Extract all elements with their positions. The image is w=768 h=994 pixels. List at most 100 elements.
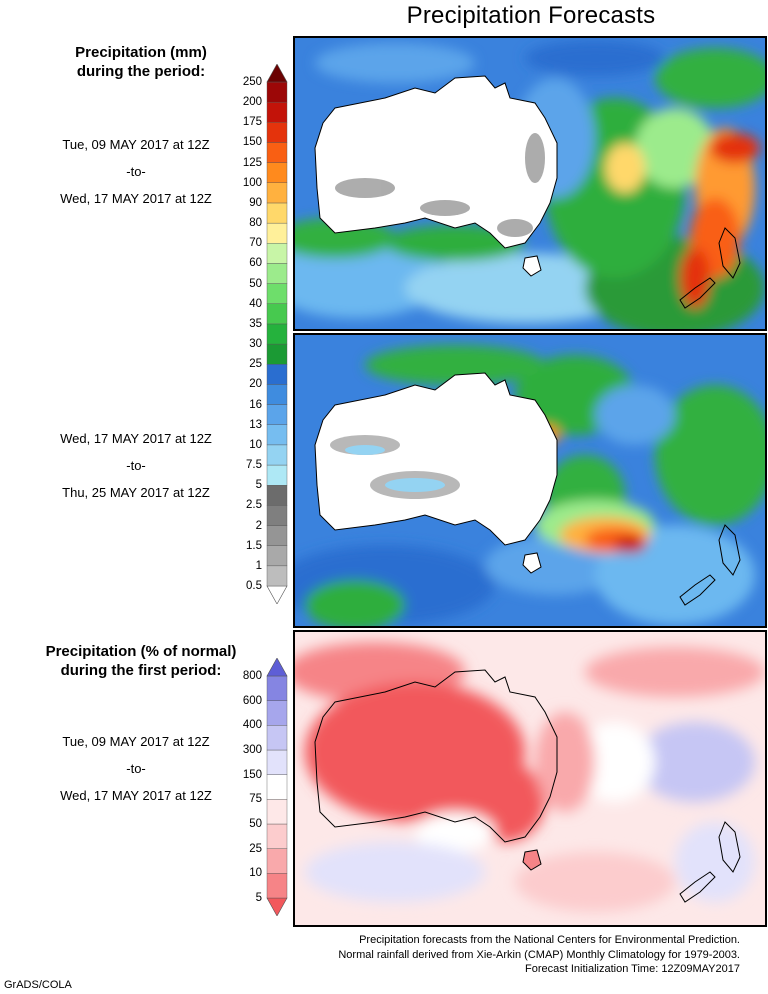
pct-scale-tick-label: 10 (249, 867, 262, 880)
page-title: Precipitation Forecasts (406, 2, 656, 29)
precip-scale-tick-label: 90 (249, 196, 262, 209)
precip-scale-bin-9 (266, 404, 288, 425)
precip-scale-bin-5 (266, 485, 288, 506)
precip-scale-tick-label: 16 (249, 398, 262, 411)
pct-scale-tick-label: 25 (249, 842, 262, 855)
period2-sep: -to- (126, 458, 146, 473)
precip-heading-line2: during the period: (76, 63, 206, 80)
precip-scale-tick-label: 0.5 (246, 580, 262, 592)
pct-scale-bin-6 (266, 749, 288, 775)
precip-scale-bin-12 (266, 343, 288, 365)
pct-normal-map (293, 630, 767, 927)
precip-scale-bin-24 (266, 101, 288, 123)
precip-scale-tick-label: 30 (249, 338, 262, 351)
period2-label: Wed, 17 MAY 2017 at 12Z -to- Thu, 25 MAY… (0, 431, 272, 500)
precip-map-period2 (293, 333, 767, 628)
footer-line2: Normal rainfall derived from Xie-Arkin (… (338, 948, 740, 961)
precip-scale-tick-label: 2 (255, 519, 262, 532)
footer-line3: Forecast Initialization Time: 12Z09MAY20… (524, 963, 740, 975)
footer-notes: Precipitation forecasts from the Nationa… (338, 933, 740, 977)
pct-scale-tick-label: 800 (242, 670, 262, 682)
precip-scale-tick-label: 7.5 (246, 459, 262, 472)
precip-scale-bin-22 (266, 142, 288, 163)
pct-scale-bin-1 (266, 873, 288, 899)
pct-heading-line2: during the first period: (60, 662, 222, 679)
pct-scale-tick-label: 50 (249, 818, 262, 830)
pct-scale-bin-9 (266, 675, 288, 701)
precip-scale-tick-label: 25 (249, 358, 262, 371)
precip-scale-bin-17 (266, 243, 288, 264)
precip-scale-tick-label: 150 (242, 136, 262, 149)
pct-scale-tick-label: 5 (255, 892, 262, 904)
precip-scale-bin-11 (266, 364, 288, 385)
precip-scale-tick-label: 5 (255, 479, 262, 492)
footer-line1: Precipitation forecasts from the Nationa… (359, 934, 740, 946)
precip-scale-bin-19 (266, 202, 288, 224)
precip-scale-tick-label: 1 (255, 559, 262, 572)
precip-legend-heading: Precipitation (mm) during the period: (0, 43, 282, 81)
precip-scale-tick-label: 40 (249, 297, 262, 310)
pct-scale-bin-0 (266, 897, 288, 916)
pct-scale-tick-label: 600 (242, 694, 262, 707)
pct-scale-bin-8 (266, 700, 288, 726)
precip-scale-tick-label: 10 (249, 438, 262, 451)
precip-scale-tick-label: 50 (249, 277, 262, 290)
precip-scale-tick-label: 20 (249, 378, 262, 391)
precip-scale-bin-14 (266, 303, 288, 325)
precip-scale-bin-6 (266, 464, 288, 486)
pct-scale-tick-label: 150 (242, 768, 262, 781)
credit-label: GrADS/COLA (4, 979, 72, 991)
precip-scale-bin-21 (266, 162, 288, 183)
precip-scale-bin-23 (266, 122, 288, 143)
precip-scale-tick-label: 60 (249, 257, 262, 270)
precip-scale-bin-16 (266, 263, 288, 284)
precip-scale-tick-label: 100 (242, 176, 262, 189)
pct-scale-bin-5 (266, 774, 288, 800)
period1-from: Tue, 09 MAY 2017 at 12Z (62, 137, 210, 152)
pct-scale-tick-label: 400 (242, 719, 262, 732)
pct-period-from: Tue, 09 MAY 2017 at 12Z (62, 734, 210, 749)
pct-scale-bin-7 (266, 725, 288, 751)
period2-to: Thu, 25 MAY 2017 at 12Z (62, 485, 210, 500)
precip-scale-bin-10 (266, 384, 288, 405)
precip-scale-bin-18 (266, 222, 288, 244)
precip-color-scale (266, 64, 288, 604)
precip-scale-tick-label: 2.5 (246, 499, 262, 512)
precip-scale-tick-label: 70 (249, 237, 262, 250)
precip-scale-tick-label: 250 (242, 76, 262, 88)
precip-heading-line1: Precipitation (mm) (75, 44, 207, 61)
precip-scale-tick-label: 13 (249, 418, 262, 431)
pct-period-to: Wed, 17 MAY 2017 at 12Z (60, 788, 212, 803)
pct-period-label: Tue, 09 MAY 2017 at 12Z -to- Wed, 17 MAY… (0, 734, 272, 803)
precip-scale-bin-20 (266, 182, 288, 204)
pct-scale-bin-4 (266, 799, 288, 825)
precip-scale-bin-15 (266, 283, 288, 304)
precip-scale-bin-1 (266, 565, 288, 587)
period2-from: Wed, 17 MAY 2017 at 12Z (60, 431, 212, 446)
period1-sep: -to- (126, 164, 146, 179)
precip-scale-tick-label: 1.5 (246, 539, 262, 552)
precip-scale-bin-2 (266, 545, 288, 567)
pct-scale-tick-label: 75 (249, 793, 262, 806)
period1-to: Wed, 17 MAY 2017 at 12Z (60, 191, 212, 206)
precip-scale-bin-26 (266, 64, 288, 83)
precip-scale-tick-label: 175 (242, 116, 262, 129)
precip-scale-bin-3 (266, 525, 288, 546)
precip-scale-bin-25 (266, 81, 288, 103)
precip-scale-bin-4 (266, 505, 288, 526)
precip-scale-tick-label: 200 (242, 96, 262, 109)
precip-scale-tick-label: 125 (242, 156, 262, 169)
period1-label: Tue, 09 MAY 2017 at 12Z -to- Wed, 17 MAY… (0, 137, 272, 206)
precip-scale-tick-label: 80 (249, 217, 262, 230)
pct-scale-tick-label: 300 (242, 744, 262, 756)
pct-period-sep: -to- (126, 761, 146, 776)
precip-map-period1 (293, 36, 767, 331)
pct-heading-line1: Precipitation (% of normal) (45, 643, 237, 660)
pct-scale-bin-3 (266, 823, 288, 849)
pct-scale-bin-2 (266, 848, 288, 874)
precip-scale-bin-8 (266, 424, 288, 446)
precip-scale-tick-label: 35 (249, 317, 262, 330)
pct-legend-heading: Precipitation (% of normal) during the f… (0, 642, 282, 680)
pct-color-scale (266, 658, 288, 916)
pct-scale-bin-10 (266, 658, 288, 677)
